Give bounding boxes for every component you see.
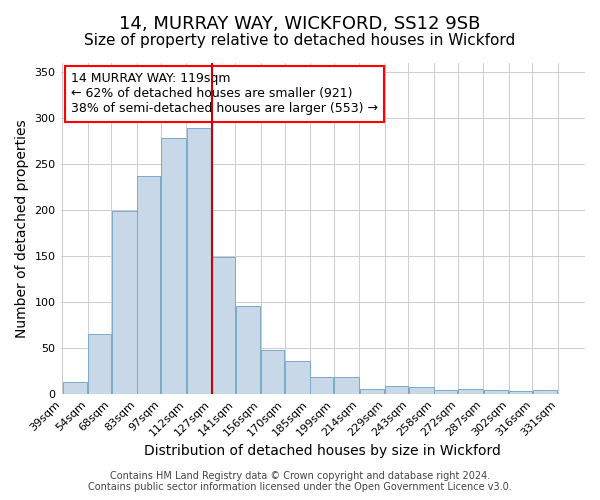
Text: 14 MURRAY WAY: 119sqm
← 62% of detached houses are smaller (921)
38% of semi-det: 14 MURRAY WAY: 119sqm ← 62% of detached … xyxy=(71,72,378,116)
Bar xyxy=(310,376,334,394)
Bar xyxy=(285,361,310,394)
Text: Contains HM Land Registry data © Crown copyright and database right 2024.
Contai: Contains HM Land Registry data © Crown c… xyxy=(88,471,512,492)
Bar xyxy=(236,306,260,394)
Y-axis label: Number of detached properties: Number of detached properties xyxy=(15,119,29,338)
X-axis label: Distribution of detached houses by size in Wickford: Distribution of detached houses by size … xyxy=(145,444,501,458)
Bar xyxy=(458,390,483,394)
Bar xyxy=(187,128,211,394)
Bar xyxy=(161,138,186,394)
Bar xyxy=(359,390,385,394)
Bar xyxy=(112,211,137,394)
Bar xyxy=(533,390,557,394)
Bar xyxy=(409,386,434,394)
Bar xyxy=(434,390,457,394)
Bar xyxy=(88,334,111,394)
Text: Size of property relative to detached houses in Wickford: Size of property relative to detached ho… xyxy=(85,32,515,48)
Text: 14, MURRAY WAY, WICKFORD, SS12 9SB: 14, MURRAY WAY, WICKFORD, SS12 9SB xyxy=(119,15,481,33)
Bar xyxy=(212,257,235,394)
Bar xyxy=(62,382,88,394)
Bar xyxy=(484,390,508,394)
Bar xyxy=(509,392,532,394)
Bar xyxy=(137,176,160,394)
Bar xyxy=(385,386,408,394)
Bar xyxy=(261,350,284,394)
Bar xyxy=(334,376,359,394)
